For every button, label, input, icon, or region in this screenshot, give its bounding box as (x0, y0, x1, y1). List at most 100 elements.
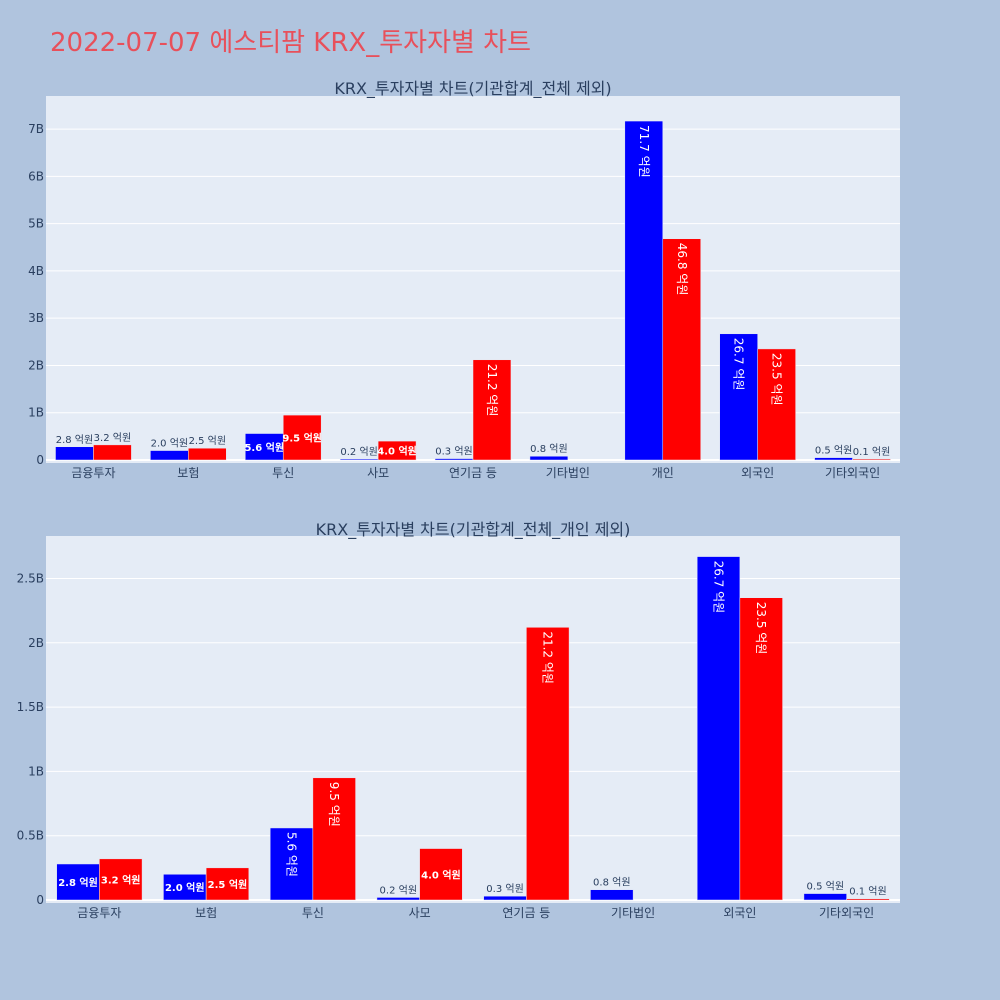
data-label: 23.5 억원 (754, 602, 768, 655)
sell-bar (312, 777, 356, 901)
sell-bar (662, 238, 701, 461)
data-label: 26.7 억원 (712, 561, 726, 614)
buy-bar (163, 874, 207, 901)
chart-title: KRX_투자자별 차트(기관합계_전체_개인 제외) (316, 520, 631, 540)
data-label: 0.8 억원 (593, 877, 630, 889)
sell-bar (188, 447, 227, 461)
sell-bar (472, 359, 512, 461)
y-tick-label: 0.5B (17, 829, 44, 843)
sell-bar (377, 440, 417, 461)
x-tick-label: 사모 (367, 466, 389, 480)
x-tick-label: 기타외국인 (825, 466, 880, 480)
data-label: 21.2 억원 (485, 364, 499, 417)
data-label: 0.2 억원 (380, 884, 417, 896)
data-label: 2.5 억원 (189, 435, 226, 447)
sell-bar (282, 414, 322, 461)
y-tick-label: 2B (28, 636, 44, 650)
buy-bar (376, 897, 420, 901)
buy-bar (56, 863, 100, 901)
y-tick-label: 5B (28, 217, 44, 231)
data-label: 0.3 억원 (435, 446, 472, 458)
data-label: 3.2 억원 (94, 432, 131, 444)
y-tick-label: 3B (28, 311, 44, 325)
y-tick-label: 2.5B (17, 571, 44, 585)
sell-bar (852, 458, 891, 461)
data-label: 2.0 억원 (151, 438, 188, 450)
sell-bar (739, 597, 783, 901)
data-label: 21.2 억원 (541, 631, 555, 684)
data-label: 5.6 억원 (285, 832, 299, 877)
buy-bar (590, 889, 634, 901)
y-tick-label: 0 (36, 893, 44, 907)
sell-bar (99, 858, 143, 901)
x-tick-label: 금융투자 (71, 466, 115, 480)
y-tick-label: 7B (28, 122, 44, 136)
y-tick-label: 6B (28, 169, 44, 183)
data-label: 9.5 억원 (327, 782, 341, 827)
x-tick-label: 연기금 등 (502, 906, 550, 920)
buy-bar (803, 893, 847, 901)
sell-bar (419, 848, 463, 901)
page-title: 2022-07-07 에스티팜 KRX_투자자별 차트 (50, 28, 532, 58)
chart-1: 0 1B 2B 3B 4B 5B 6B 7B KRX_투자자별 차트(기관합계_전체 제외) 금융… (28, 79, 900, 480)
sell-bar (757, 348, 796, 461)
x-tick-label: 외국인 (723, 906, 756, 920)
y-tick-label: 1.5B (17, 700, 44, 714)
x-tick-label: 투신 (272, 466, 294, 480)
x-tick-label: 연기금 등 (449, 466, 497, 480)
sell-bar (93, 444, 132, 461)
data-label: 4.0 억원 (377, 445, 417, 458)
x-tick-label: 기타법인 (546, 466, 590, 480)
data-label: 26.7 억원 (732, 338, 746, 391)
x-tick-label: 개인 (652, 466, 674, 480)
data-label: 2.0 억원 (165, 881, 205, 894)
x-tick-label: 보험 (195, 906, 217, 920)
buy-bar (434, 458, 474, 461)
buy-bar (624, 120, 664, 461)
y-tick-label: 2B (28, 358, 44, 372)
x-tick-label: 기타외국인 (819, 906, 874, 920)
buy-bar (339, 458, 379, 461)
data-label: 0.3 억원 (486, 883, 523, 895)
x-tick-label: 외국인 (741, 466, 774, 480)
data-label: 0.2 억원 (340, 446, 377, 458)
buy-bar (696, 556, 741, 901)
x-tick-label: 금융투자 (77, 906, 121, 920)
sell-bar (526, 627, 570, 901)
x-tick-label: 사모 (409, 906, 431, 920)
data-label: 0.8 억원 (530, 443, 567, 455)
chart-title: KRX_투자자별 차트(기관합계_전체 제외) (334, 79, 611, 99)
data-label: 5.6 억원 (244, 441, 284, 454)
data-label: 9.5 억원 (282, 432, 322, 445)
data-label: 0.1 억원 (849, 886, 886, 898)
data-label: 46.8 억원 (675, 243, 689, 296)
data-label: 0.1 억원 (853, 446, 890, 458)
y-tick-label: 4B (28, 264, 44, 278)
sell-bar (205, 867, 250, 901)
data-label: 71.7 억원 (637, 125, 651, 178)
x-tick-label: 투신 (302, 906, 324, 920)
y-tick-label: 1B (28, 764, 44, 778)
data-label: 0.5 억원 (807, 881, 844, 893)
data-label: 2.5 억원 (208, 878, 248, 891)
data-label: 23.5 억원 (770, 353, 784, 406)
buy-bar (150, 450, 189, 461)
y-tick-label: 1B (28, 406, 44, 420)
chart-2: 0 0.5B 1B 1.5B 2B 2.5B KRX_투자자별 차트(기관합계_전체_개인 … (17, 520, 900, 920)
data-label: 4.0 억원 (421, 868, 461, 881)
data-label: 2.8 억원 (58, 876, 98, 889)
buy-bar (55, 446, 94, 461)
buy-bar (814, 457, 853, 461)
buy-bar (529, 455, 569, 461)
x-tick-label: 기타법인 (611, 906, 655, 920)
buy-bar (269, 827, 314, 901)
data-label: 2.8 억원 (56, 434, 93, 446)
buy-bar (719, 333, 758, 461)
data-label: 3.2 억원 (101, 873, 141, 886)
x-tick-label: 보험 (177, 466, 199, 480)
data-label: 0.5 억원 (815, 445, 852, 457)
sell-bar (846, 898, 890, 901)
buy-bar (483, 895, 527, 901)
y-tick-label: 0 (36, 453, 44, 467)
